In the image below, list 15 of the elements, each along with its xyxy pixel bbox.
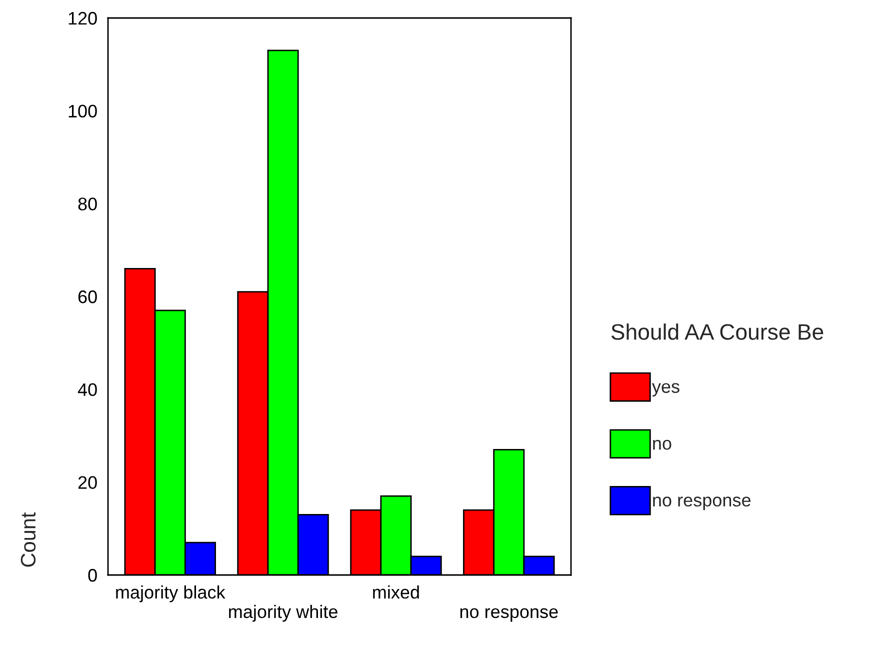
- y-tick-label: 80: [78, 198, 97, 210]
- y-axis-title: Count: [20, 512, 36, 567]
- legend-title: Should AA Course Be: [611, 324, 824, 340]
- y-tick-label: 40: [78, 383, 97, 396]
- y-tick-label: 100: [68, 104, 97, 118]
- x-tick-label: majority black: [116, 585, 226, 602]
- legend-label: yes: [652, 383, 680, 397]
- y-tick-label: 0: [88, 568, 97, 582]
- y-tick-label: 20: [78, 476, 97, 489]
- legend-label: no: [653, 440, 672, 450]
- y-tick-label: 60: [78, 290, 97, 304]
- x-tick-label: mixed: [373, 585, 419, 599]
- x-tick-label: majority white: [229, 604, 338, 622]
- y-tick-label: 120: [68, 12, 97, 25]
- legend-label: no response: [653, 496, 750, 510]
